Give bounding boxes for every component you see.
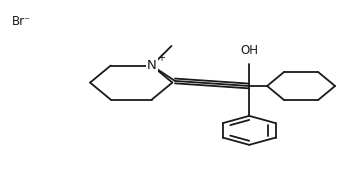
Text: Br⁻: Br⁻ — [11, 15, 31, 28]
Text: N: N — [147, 59, 157, 72]
Text: OH: OH — [240, 44, 258, 57]
Text: +: + — [158, 53, 165, 63]
